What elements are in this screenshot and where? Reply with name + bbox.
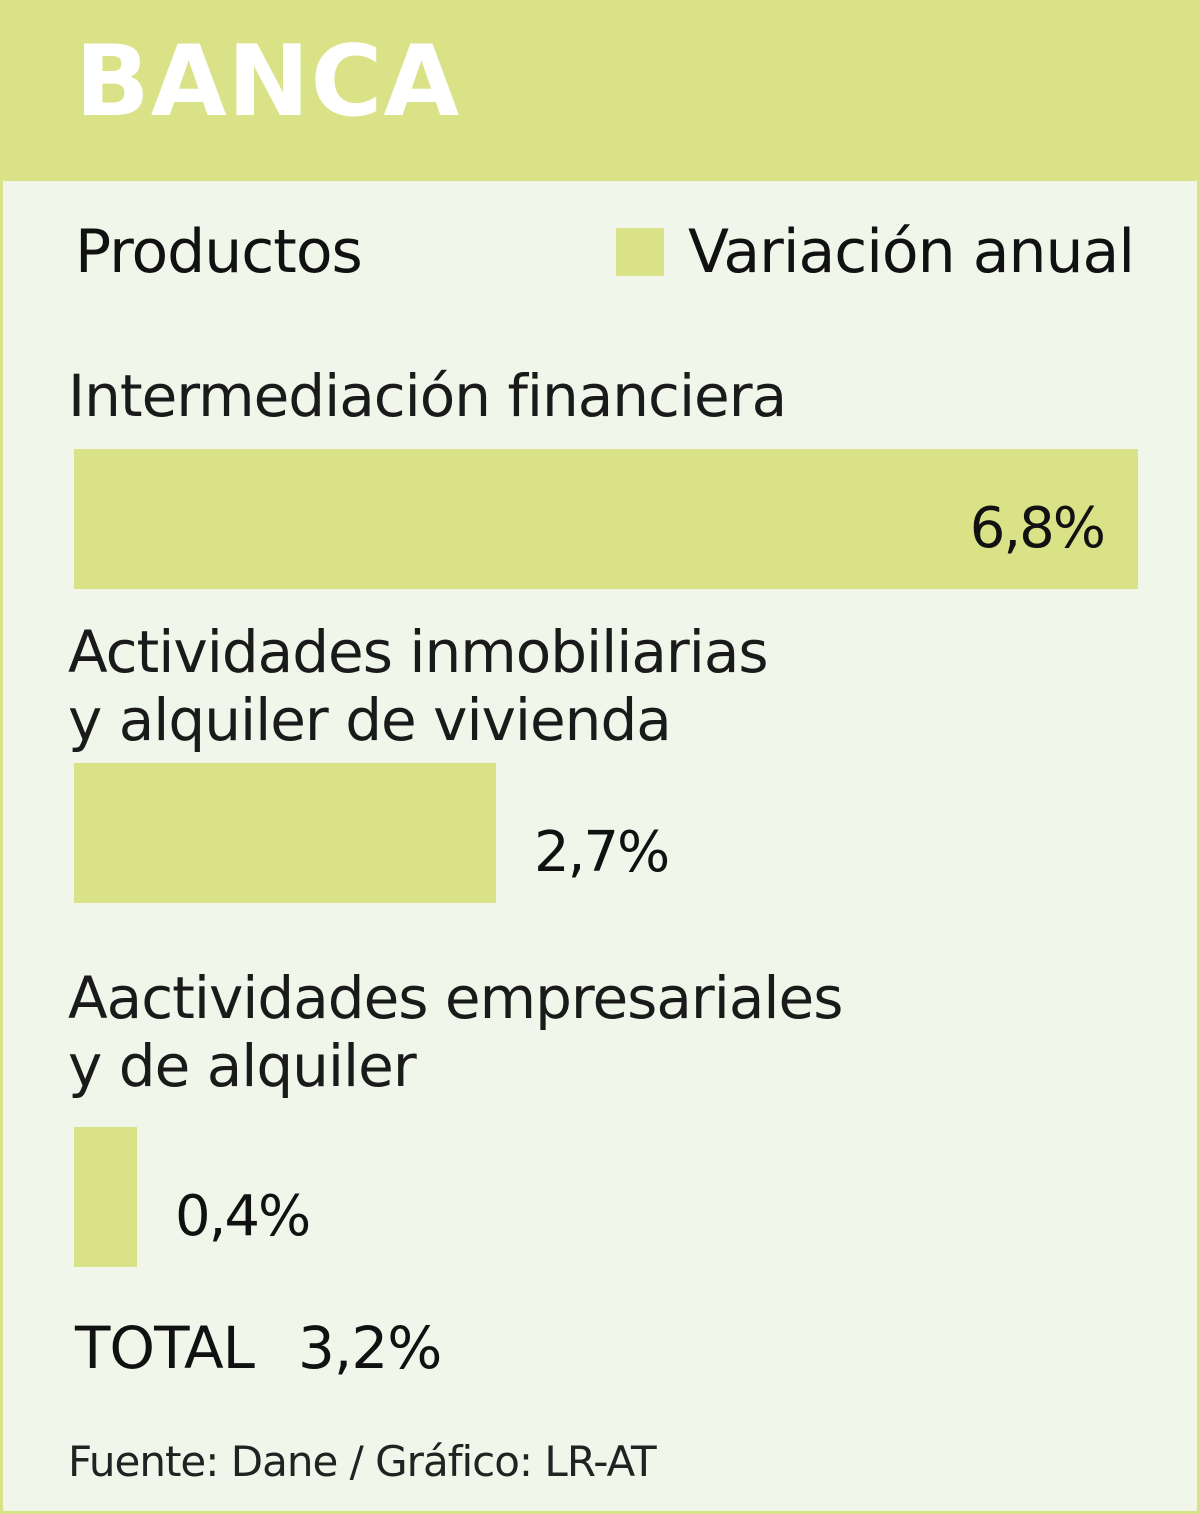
total-value: 3,2% — [298, 1314, 442, 1382]
total-label: TOTAL — [75, 1314, 255, 1382]
column-heading: Productos — [75, 217, 363, 287]
chart-title: BANCA — [75, 25, 461, 139]
category-label-line: Aactividades empresariales — [68, 964, 843, 1032]
header-banner: BANCA — [0, 0, 1200, 181]
source-note: Fuente: Dane / Gráfico: LR-AT — [68, 1437, 657, 1486]
category-label: Actividades inmobiliarias y alquiler de v… — [68, 618, 769, 754]
category-label-line: Actividades inmobiliarias — [68, 618, 769, 686]
total-row: TOTAL 3,2% — [75, 1312, 442, 1384]
category-label: Intermediación financiera — [68, 362, 787, 430]
legend-swatch — [616, 228, 664, 276]
category-label: Aactividades empresariales y de alquiler — [68, 964, 843, 1100]
category-label-line: y alquiler de vivienda — [68, 686, 672, 754]
category-label-line: Intermediación financiera — [68, 362, 787, 430]
bar — [74, 1127, 137, 1267]
bar — [74, 449, 1138, 589]
legend-label: Variación anual — [688, 217, 1135, 287]
category-label-line: y de alquiler — [68, 1032, 417, 1100]
value-label: 0,4% — [175, 1184, 311, 1249]
legend: Variación anual — [616, 216, 1135, 288]
value-label: 2,7% — [534, 820, 670, 885]
value-label: 6,8% — [969, 496, 1106, 561]
bar — [74, 763, 496, 903]
